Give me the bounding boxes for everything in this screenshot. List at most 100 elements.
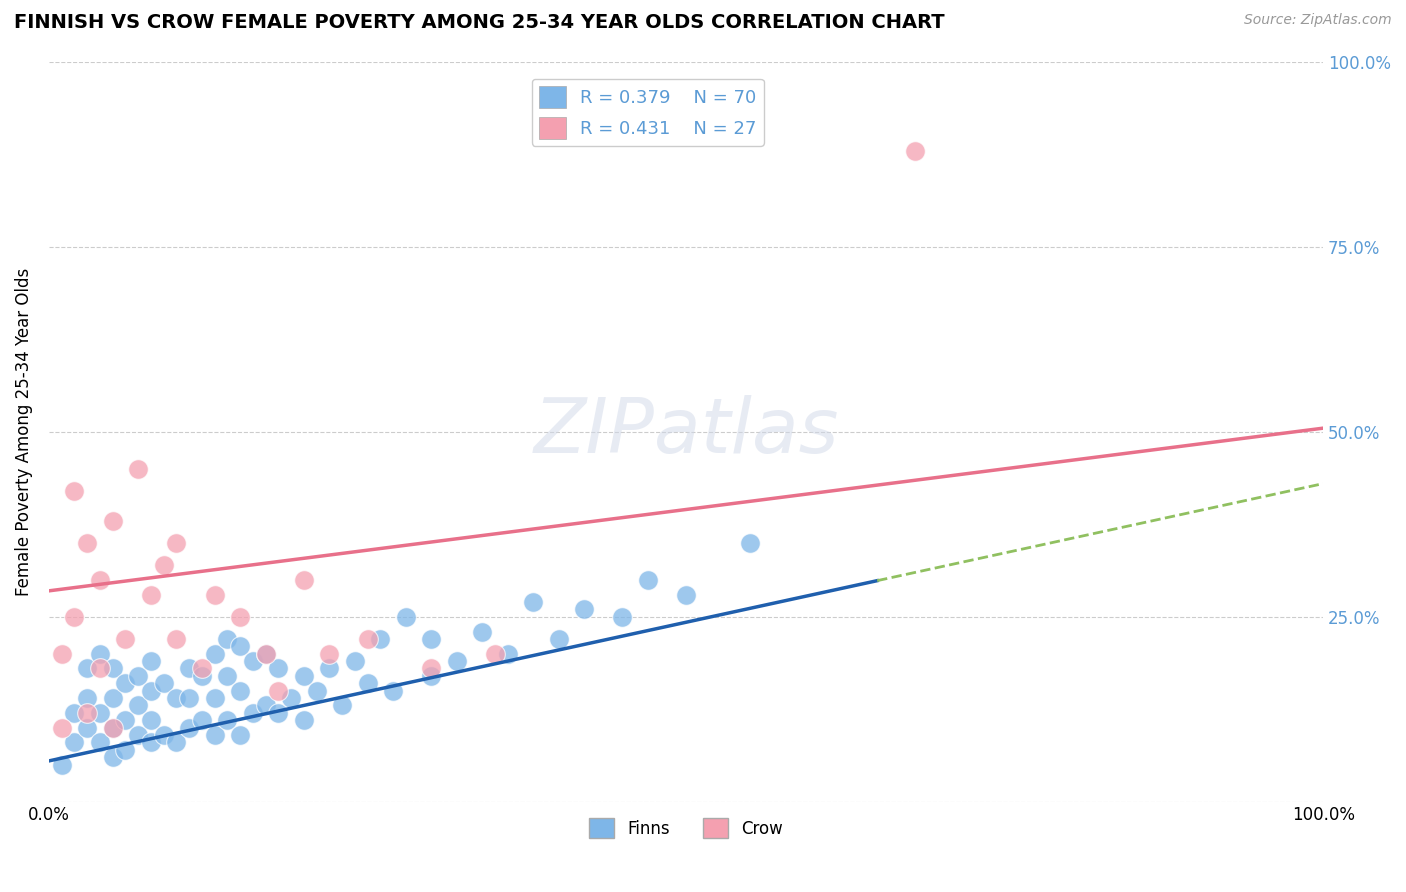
Point [165, 735, 187, 749]
Point [165, 691, 187, 706]
Point [254, 647, 277, 661]
Y-axis label: Female Poverty Among 25-34 Year Olds: Female Poverty Among 25-34 Year Olds [15, 268, 32, 596]
Point [127, 669, 149, 683]
Point [101, 661, 124, 675]
Point [229, 640, 252, 654]
Point [114, 713, 136, 727]
Text: Source: ZipAtlas.com: Source: ZipAtlas.com [1244, 13, 1392, 28]
Point [217, 713, 239, 727]
Point [101, 691, 124, 706]
Point [675, 588, 697, 602]
Point [496, 647, 519, 661]
Point [904, 144, 927, 158]
Point [637, 573, 659, 587]
Point [292, 573, 315, 587]
Point [89, 647, 111, 661]
Point [330, 698, 353, 713]
Point [612, 609, 634, 624]
Point [292, 713, 315, 727]
Point [446, 654, 468, 668]
Point [139, 735, 162, 749]
Legend: Finns, Crow: Finns, Crow [582, 812, 790, 845]
Point [63, 609, 86, 624]
Point [179, 661, 201, 675]
Point [89, 661, 111, 675]
Point [229, 683, 252, 698]
Point [254, 698, 277, 713]
Point [738, 535, 761, 549]
Point [152, 728, 174, 742]
Point [471, 624, 494, 639]
Point [229, 609, 252, 624]
Point [76, 535, 98, 549]
Point [139, 588, 162, 602]
Point [76, 661, 98, 675]
Point [139, 654, 162, 668]
Point [522, 595, 544, 609]
Point [101, 750, 124, 764]
Point [63, 735, 86, 749]
Point [395, 609, 418, 624]
Point [51, 757, 73, 772]
Text: ZIPatlas: ZIPatlas [533, 395, 839, 469]
Point [292, 669, 315, 683]
Point [267, 683, 290, 698]
Point [191, 713, 214, 727]
Point [204, 728, 226, 742]
Point [127, 698, 149, 713]
Point [217, 669, 239, 683]
Point [280, 691, 302, 706]
Point [547, 632, 569, 646]
Point [420, 632, 443, 646]
Point [179, 721, 201, 735]
Point [572, 602, 595, 616]
Point [179, 691, 201, 706]
Point [76, 721, 98, 735]
Point [89, 735, 111, 749]
Point [165, 535, 187, 549]
Point [127, 728, 149, 742]
Point [204, 588, 226, 602]
Point [139, 683, 162, 698]
Point [165, 632, 187, 646]
Point [101, 721, 124, 735]
Point [267, 661, 290, 675]
Point [114, 743, 136, 757]
Point [356, 676, 378, 690]
Point [191, 669, 214, 683]
Point [217, 632, 239, 646]
Point [76, 706, 98, 720]
Point [484, 647, 506, 661]
Point [152, 558, 174, 572]
Point [267, 706, 290, 720]
Point [318, 647, 340, 661]
Point [204, 647, 226, 661]
Text: FINNISH VS CROW FEMALE POVERTY AMONG 25-34 YEAR OLDS CORRELATION CHART: FINNISH VS CROW FEMALE POVERTY AMONG 25-… [14, 13, 945, 32]
Point [318, 661, 340, 675]
Point [63, 483, 86, 498]
Point [420, 661, 443, 675]
Point [63, 706, 86, 720]
Point [356, 632, 378, 646]
Point [254, 647, 277, 661]
Point [114, 632, 136, 646]
Point [204, 691, 226, 706]
Point [89, 706, 111, 720]
Point [139, 713, 162, 727]
Point [242, 706, 264, 720]
Point [420, 669, 443, 683]
Point [382, 683, 405, 698]
Point [229, 728, 252, 742]
Point [127, 462, 149, 476]
Point [114, 676, 136, 690]
Point [305, 683, 328, 698]
Point [242, 654, 264, 668]
Point [51, 721, 73, 735]
Point [89, 573, 111, 587]
Point [101, 721, 124, 735]
Point [191, 661, 214, 675]
Point [76, 691, 98, 706]
Point [101, 514, 124, 528]
Point [343, 654, 366, 668]
Point [368, 632, 391, 646]
